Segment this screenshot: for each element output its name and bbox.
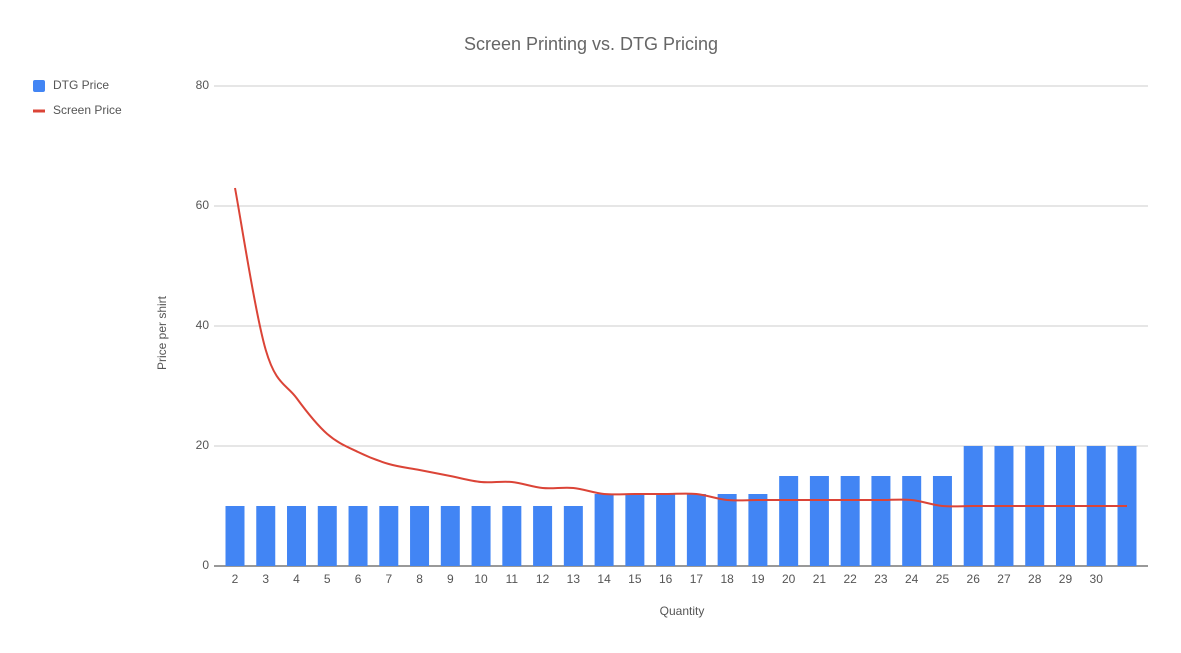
bar xyxy=(225,506,245,566)
x-tick-label: 19 xyxy=(751,572,765,586)
x-tick-label: 30 xyxy=(1090,572,1104,586)
legend-label: DTG Price xyxy=(53,78,109,92)
bar xyxy=(317,506,337,566)
y-tick-label: 20 xyxy=(196,438,210,452)
y-tick-label: 80 xyxy=(196,78,210,92)
bar xyxy=(625,494,645,566)
bar xyxy=(440,506,460,566)
x-tick-label: 17 xyxy=(690,572,704,586)
bar xyxy=(840,476,860,566)
bar xyxy=(471,506,491,566)
legend-label: Screen Price xyxy=(53,103,122,117)
x-tick-label: 6 xyxy=(355,572,362,586)
x-tick-label: 21 xyxy=(813,572,827,586)
x-tick-label: 16 xyxy=(659,572,673,586)
x-tick-label: 26 xyxy=(967,572,981,586)
x-tick-label: 3 xyxy=(262,572,269,586)
bar xyxy=(256,506,276,566)
bar xyxy=(656,494,676,566)
x-tick-label: 18 xyxy=(720,572,734,586)
bar xyxy=(502,506,522,566)
bar xyxy=(686,494,706,566)
bar xyxy=(287,506,307,566)
line xyxy=(234,187,1127,508)
x-tick-label: 22 xyxy=(843,572,857,586)
x-tick-label: 2 xyxy=(232,572,239,586)
bar xyxy=(932,476,952,566)
bar xyxy=(563,506,583,566)
bar xyxy=(348,506,368,566)
y-tick-label: 60 xyxy=(196,198,210,212)
bar xyxy=(410,506,430,566)
x-tick-label: 28 xyxy=(1028,572,1042,586)
x-tick-label: 7 xyxy=(385,572,392,586)
bar xyxy=(902,476,922,566)
legend-swatch xyxy=(33,80,45,92)
x-tick-label: 10 xyxy=(474,572,488,586)
x-tick-label: 20 xyxy=(782,572,796,586)
x-tick-label: 8 xyxy=(416,572,423,586)
bar xyxy=(871,476,891,566)
x-tick-label: 23 xyxy=(874,572,888,586)
bar xyxy=(533,506,553,566)
x-tick-label: 14 xyxy=(597,572,611,586)
y-tick-label: 0 xyxy=(202,558,209,572)
x-tick-label: 29 xyxy=(1059,572,1073,586)
x-axis-title: Quantity xyxy=(660,604,705,618)
x-tick-label: 4 xyxy=(293,572,300,586)
bar xyxy=(379,506,399,566)
bar xyxy=(717,494,737,566)
x-tick-label: 25 xyxy=(936,572,950,586)
bar xyxy=(779,476,799,566)
x-tick-label: 15 xyxy=(628,572,642,586)
x-tick-label: 13 xyxy=(567,572,581,586)
x-tick-label: 5 xyxy=(324,572,331,586)
x-tick-label: 9 xyxy=(447,572,454,586)
chart-title: Screen Printing vs. DTG Pricing xyxy=(464,34,718,54)
x-tick-label: 11 xyxy=(506,572,519,586)
y-axis-title: Price per shirt xyxy=(155,295,169,370)
bar xyxy=(594,494,614,566)
x-tick-label: 12 xyxy=(536,572,550,586)
x-tick-label: 24 xyxy=(905,572,919,586)
y-tick-label: 40 xyxy=(196,318,210,332)
bar xyxy=(748,494,768,566)
x-tick-label: 27 xyxy=(997,572,1011,586)
bar xyxy=(809,476,829,566)
